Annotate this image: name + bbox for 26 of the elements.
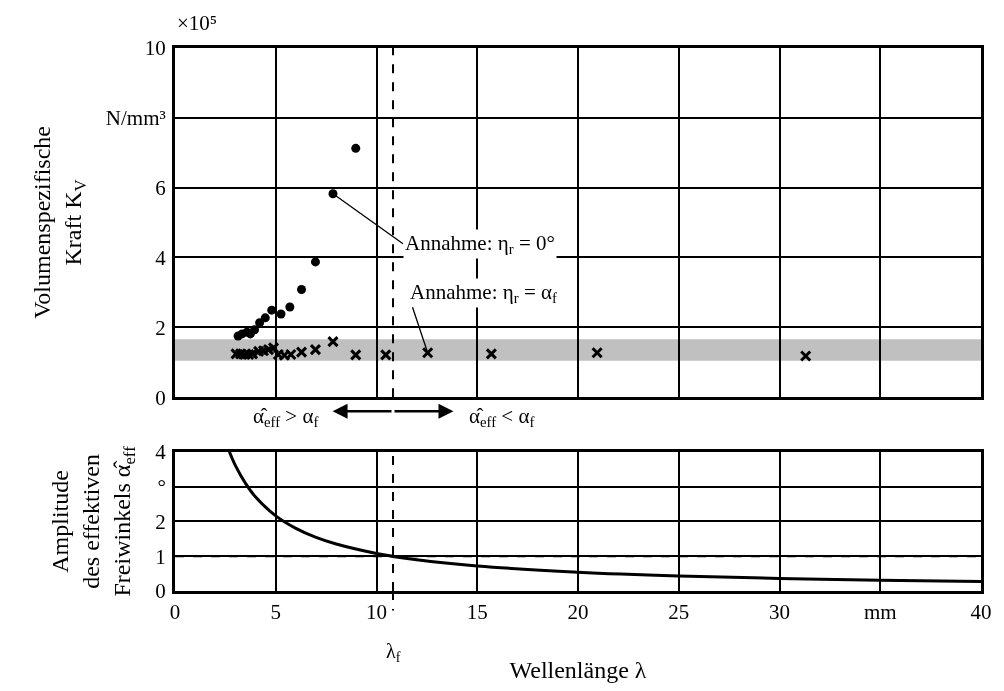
y-tick-label: ° [157,474,166,499]
y-tick-label: 1 [155,544,166,569]
annotation: Annahme: η$_{r}$ = 0° [405,231,555,258]
text: ×10⁵ [177,11,218,35]
x-tick-label: 5 [270,600,281,625]
y-tick-label: 2 [155,315,166,340]
x-tick-label: 15 [466,600,488,625]
y-tick-label: 4 [155,440,167,465]
x-tick-label: 30 [769,600,790,625]
y-tick-label: 4 [155,245,167,270]
y-tick-label: 6 [155,175,166,200]
y-tick-label: 0 [155,385,166,410]
y-tick-label: 0 [155,579,166,604]
annotation: Annahme: η$_{r}$ = α$_{f}$ [410,280,557,307]
text: α̂$_{eff}$ > α$_{f}$ [253,404,319,431]
x-axis-title: Wellenlänge λ [509,656,647,683]
ref-line-label: λ$_{f}$ [386,640,401,666]
y-tick-label: 10 [144,36,166,61]
x-tick-label: 20 [567,600,589,625]
x-tick-label: mm [863,600,897,625]
y-tick-label: N/mm³ [105,105,166,130]
x-tick-label: 10 [366,600,387,625]
y-tick-label: 2 [155,509,166,534]
x-tick-label: 25 [668,600,690,625]
x-tick-label: 40 [970,600,992,625]
text: α̂$_{eff}$ < α$_{f}$ [469,404,535,431]
